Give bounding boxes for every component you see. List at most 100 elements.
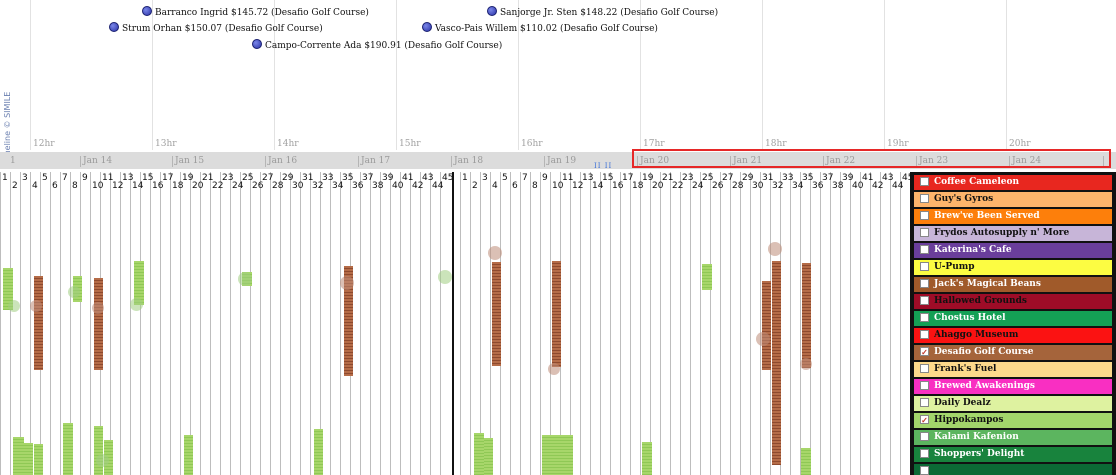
event-block[interactable] — [94, 426, 103, 475]
timeline-event[interactable]: Vasco-Pais Willem $110.02 (Desafio Golf … — [422, 22, 658, 35]
legend-checkbox-checked[interactable]: ✓ — [920, 347, 929, 357]
legend-item[interactable]: Daily Dealz — [914, 396, 1112, 411]
event-label: Strum Orhan $150.07 (Desafio Golf Course… — [122, 24, 323, 34]
grid-column-line — [850, 172, 851, 475]
legend-item[interactable]: Brew've Been Served — [914, 209, 1112, 224]
grid-column-line — [400, 172, 401, 475]
event-block[interactable] — [3, 268, 13, 310]
legend-checkbox[interactable] — [920, 194, 929, 203]
event-block[interactable] — [34, 444, 43, 475]
legend-checkbox[interactable] — [920, 432, 929, 441]
event-block[interactable] — [134, 261, 144, 305]
legend-checkbox[interactable] — [920, 398, 929, 407]
column-number: 31 — [762, 173, 774, 183]
legend-item[interactable]: Frank's Fuel — [914, 362, 1112, 377]
event-block[interactable] — [484, 438, 493, 475]
event-block[interactable] — [542, 435, 573, 475]
grid-column-line — [390, 172, 391, 475]
legend-item[interactable]: Brewed Awakenings — [914, 379, 1112, 394]
grid-column-line — [730, 172, 731, 475]
event-block[interactable] — [314, 429, 323, 475]
column-number: 10 — [552, 181, 564, 191]
column-number: 1 — [2, 173, 8, 183]
legend-item[interactable]: Coffee Cameleon — [914, 175, 1112, 190]
event-block[interactable] — [802, 263, 811, 368]
legend-checkbox[interactable] — [920, 211, 929, 220]
legend-item[interactable] — [914, 464, 1112, 475]
event-block[interactable] — [94, 278, 103, 370]
event-block[interactable] — [24, 443, 33, 475]
grid-column-line — [860, 172, 861, 475]
overview-day-label: Jan 19 — [544, 156, 576, 167]
section-divider — [452, 172, 454, 475]
event-block[interactable] — [184, 435, 193, 475]
legend-item[interactable]: Frydos Autosupply n' More — [914, 226, 1112, 241]
legend-checkbox[interactable] — [920, 364, 929, 373]
legend-checkbox[interactable] — [920, 296, 929, 305]
legend-label: Shoppers' Delight — [934, 449, 1025, 459]
overview-day-label: Jan 15 — [172, 156, 204, 167]
column-number: 13 — [582, 173, 594, 183]
timeline-event[interactable]: Campo-Corrente Ada $190.91 (Desafio Golf… — [252, 39, 502, 52]
timeline-event[interactable]: Barranco Ingrid $145.72 (Desafio Golf Co… — [142, 6, 369, 19]
legend-checkbox[interactable] — [920, 245, 929, 254]
legend-item[interactable]: ✓ Hippokampos — [914, 413, 1112, 428]
grid-column-line — [510, 172, 511, 475]
legend-item[interactable]: U-Pump — [914, 260, 1112, 275]
legend-item[interactable]: Guy's Gyros — [914, 192, 1112, 207]
column-number: 9 — [542, 173, 548, 183]
legend-item[interactable]: ✓ Desafio Golf Course — [914, 345, 1112, 360]
legend-item[interactable]: Chostus Hotel — [914, 311, 1112, 326]
legend-item[interactable]: Jack's Magical Beans — [914, 277, 1112, 292]
column-number: 12 — [572, 181, 584, 191]
event-block[interactable] — [34, 276, 43, 370]
legend-item[interactable]: Hallowed Grounds — [914, 294, 1112, 309]
column-number: 20 — [192, 181, 204, 191]
event-block[interactable] — [492, 262, 501, 366]
event-block[interactable] — [762, 281, 771, 370]
event-block[interactable] — [772, 261, 781, 465]
grid-column-line — [340, 172, 341, 475]
grid-column-line — [200, 172, 201, 475]
grid-column-line — [160, 172, 161, 475]
grid-column-line — [70, 172, 71, 475]
legend-item[interactable]: Kalami Kafenion — [914, 430, 1112, 445]
legend-checkbox[interactable] — [920, 330, 929, 339]
column-number: 19 — [182, 173, 194, 183]
legend-checkbox-checked[interactable]: ✓ — [920, 415, 929, 425]
legend-checkbox[interactable] — [920, 228, 929, 237]
legend-checkbox[interactable] — [920, 313, 929, 322]
column-number: 37 — [362, 173, 374, 183]
column-number: 28 — [732, 181, 744, 191]
legend-item[interactable]: Shoppers' Delight — [914, 447, 1112, 462]
hour-label: 13hr — [155, 139, 177, 149]
column-number: 18 — [632, 181, 644, 191]
event-block[interactable] — [552, 261, 561, 367]
legend-item[interactable]: Ahaggo Museum — [914, 328, 1112, 343]
grid-column-line — [620, 172, 621, 475]
car-assignment-grid[interactable]: 1 3 5 7 9 11 13 15 17 19 21 23 25 27 29 31 33 35 37 39 41 43 4… — [0, 172, 913, 475]
event-block[interactable] — [801, 448, 811, 475]
legend-label: Chostus Hotel — [934, 313, 1006, 323]
column-number: 33 — [322, 173, 334, 183]
legend-checkbox[interactable] — [920, 279, 929, 288]
timeline-panel[interactable]: 12hr 13hr 14hr 15hr 16hr 17hr 18hr 19hr 20hr Bar… — [0, 0, 1116, 170]
timeline-event[interactable]: Strum Orhan $150.07 (Desafio Golf Course… — [109, 22, 323, 35]
legend-item[interactable]: Katerina's Cafe — [914, 243, 1112, 258]
legend-checkbox[interactable] — [920, 177, 929, 186]
event-block[interactable] — [702, 264, 712, 290]
event-block[interactable] — [63, 423, 73, 475]
legend-checkbox[interactable] — [920, 466, 929, 475]
timeline-overview-band[interactable]: 1 Jan 14 Jan 15 Jan 16 Jan 17 Jan 18 Jan 19 Jan… — [0, 152, 1116, 170]
event-block[interactable] — [344, 266, 353, 376]
grid-column-line — [110, 172, 111, 475]
event-block[interactable] — [474, 433, 484, 475]
event-block[interactable] — [642, 442, 652, 475]
legend-label: Brewed Awakenings — [934, 381, 1035, 391]
overview-day-label: Jan 14 — [80, 156, 112, 167]
legend-checkbox[interactable] — [920, 262, 929, 271]
event-block[interactable] — [13, 437, 24, 475]
legend-checkbox[interactable] — [920, 449, 929, 458]
timeline-event[interactable]: Sanjorge Jr. Sten $148.22 (Desafio Golf … — [487, 6, 718, 19]
legend-checkbox[interactable] — [920, 381, 929, 390]
